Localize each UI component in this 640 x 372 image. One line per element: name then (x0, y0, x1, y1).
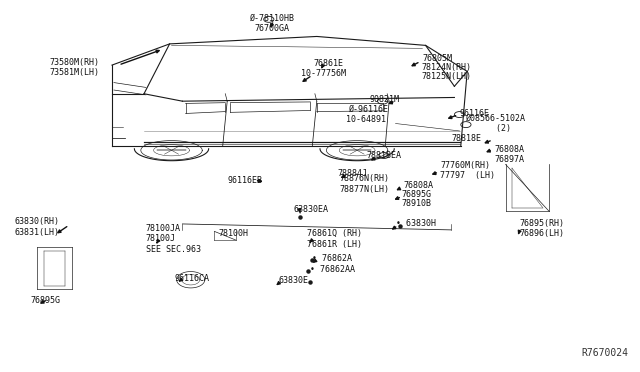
Text: 96116CA: 96116CA (174, 274, 209, 283)
Text: 96116E: 96116E (460, 109, 490, 118)
Text: 78100JA
78100J
SEE SEC.963: 78100JA 78100J SEE SEC.963 (146, 224, 201, 254)
Text: 7881BEA: 7881BEA (366, 151, 401, 160)
Text: 78910B: 78910B (402, 199, 432, 208)
Text: • 76862AA: • 76862AA (310, 265, 355, 274)
Text: 78125N(LH): 78125N(LH) (421, 72, 471, 81)
Text: 76805M: 76805M (422, 54, 452, 63)
Text: 76808A: 76808A (494, 145, 524, 154)
Text: 76895(RH)
76896(LH): 76895(RH) 76896(LH) (520, 219, 564, 238)
Text: 76861E: 76861E (314, 59, 344, 68)
Text: 10-77756M: 10-77756M (301, 69, 346, 78)
Text: 77760M(RH)
77797  (LH): 77760M(RH) 77797 (LH) (440, 161, 495, 180)
Text: R7670024: R7670024 (581, 349, 628, 358)
Text: 76895G: 76895G (402, 190, 432, 199)
Text: Ø-96116E: Ø-96116E (349, 105, 389, 114)
Text: Ø08566-5102A
      (2): Ø08566-5102A (2) (466, 114, 526, 133)
Text: 76897A: 76897A (494, 155, 524, 164)
Text: • 63830H: • 63830H (396, 219, 435, 228)
Text: 76895G: 76895G (31, 296, 61, 305)
Text: 63830(RH)
63831(LH): 63830(RH) 63831(LH) (14, 217, 59, 237)
Text: 63830E: 63830E (278, 276, 308, 285)
Text: 78884J: 78884J (338, 169, 368, 178)
Text: 76700GA: 76700GA (255, 24, 290, 33)
Text: 78124N(RH): 78124N(RH) (421, 63, 471, 72)
Text: 78100H: 78100H (219, 229, 249, 238)
Text: 78818E: 78818E (451, 134, 481, 143)
Text: 73580M(RH)
73581M(LH): 73580M(RH) 73581M(LH) (50, 58, 100, 77)
Text: 76808A: 76808A (403, 182, 433, 190)
Text: 10-64891: 10-64891 (346, 115, 385, 124)
Text: 96116EB: 96116EB (227, 176, 262, 185)
Text: Ø-78110HB: Ø-78110HB (250, 14, 294, 23)
Text: 90821M: 90821M (370, 95, 400, 104)
Text: • 76862A: • 76862A (312, 254, 352, 263)
Text: 78876N(RH)
78877N(LH): 78876N(RH) 78877N(LH) (339, 174, 389, 194)
Text: 63830EA: 63830EA (293, 205, 328, 214)
Text: 76861Q (RH)
76861R (LH): 76861Q (RH) 76861R (LH) (307, 229, 362, 248)
